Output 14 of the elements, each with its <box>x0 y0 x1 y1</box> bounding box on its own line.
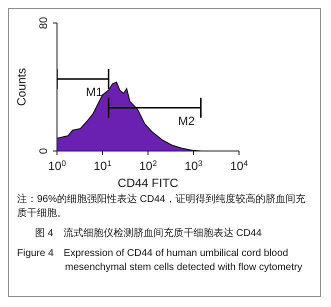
text: 注：96%的细胞强阳性表达 CD44，证明得到纯度较高的脐血间充质干细胞。 <box>17 193 306 221</box>
x-axis-title: CD44 FITC <box>118 176 179 190</box>
x-tick-label: 10$^{0}$ <box>48 158 66 173</box>
y-tick-label: 0 <box>38 148 50 154</box>
x-tick-label: 10$^{3}$ <box>184 158 203 173</box>
x-tick-label: 10$^{2}$ <box>139 158 158 173</box>
caption: 图 4 流式细胞仪检测脐血间充质干细胞表达 CD44 <box>34 227 263 241</box>
x-tick-label: 10$^{4}$ <box>230 158 248 173</box>
y-axis-title: Counts <box>14 68 28 106</box>
legend-label: M1 <box>86 85 103 99</box>
y-tick-label: 80 <box>38 16 50 30</box>
caption: Figure 4 Expression of CD44 of human umbilical cord blood mesenchymal stem cells detected with flow cytometry <box>17 247 304 275</box>
x-tick-label: 10$^{1}$ <box>94 158 112 173</box>
legend-label: M2 <box>178 114 196 128</box>
